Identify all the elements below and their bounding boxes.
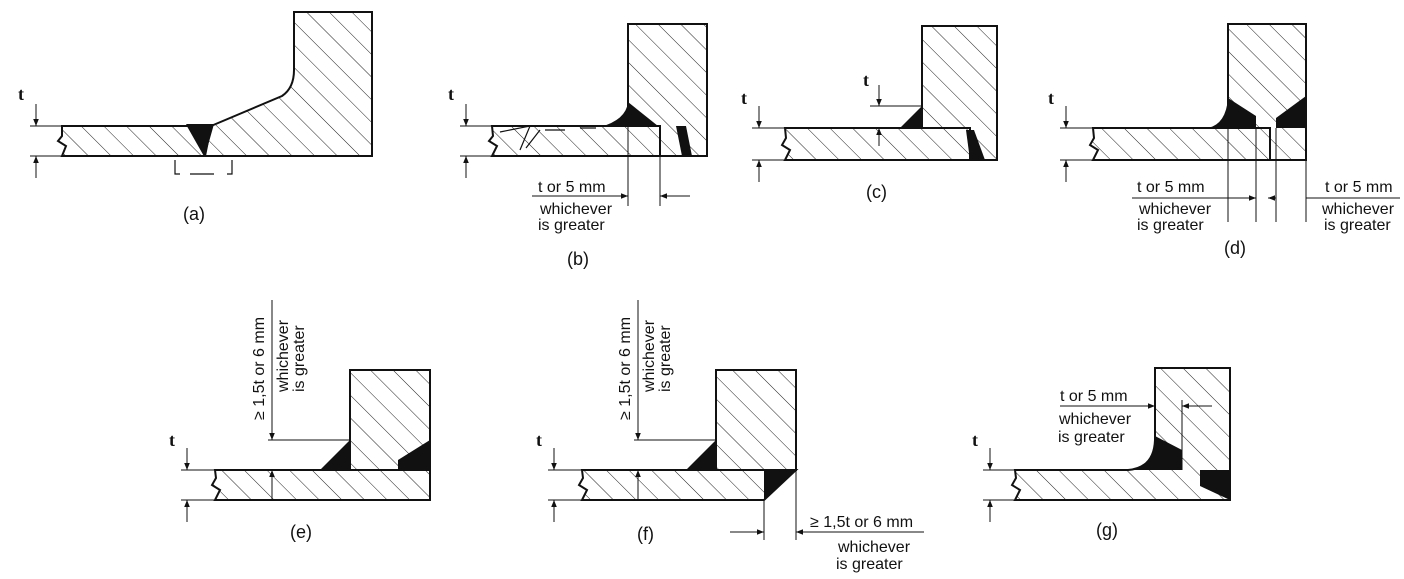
caption-d: (d) xyxy=(1224,238,1246,258)
dim-e-v-2: whichever xyxy=(275,319,292,393)
dim-f-v-3: is greater xyxy=(657,325,674,392)
dim-d-left-top: t or 5 mm xyxy=(1137,179,1205,196)
dim-f-v-1: ≥ 1,5t or 6 mm xyxy=(617,317,634,420)
dim-g-mid: whichever xyxy=(1058,411,1132,428)
dim-f-v-2: whichever xyxy=(641,319,658,393)
plate-d xyxy=(1088,127,1271,161)
fillet-weld-e-left xyxy=(320,440,350,470)
detail-a: t (a) xyxy=(18,11,373,224)
back-weld-b xyxy=(676,126,692,156)
fillet-weld-e-right xyxy=(398,440,430,470)
detail-g: t or 5 mm whichever is greater t (g) xyxy=(972,367,1231,540)
t-label-c: t xyxy=(741,88,747,108)
dim-d-right-top: t or 5 mm xyxy=(1325,179,1393,196)
dim-d-right-bot: is greater xyxy=(1324,217,1391,234)
dim-d-right-mid: whichever xyxy=(1321,201,1395,218)
t-label-g: t xyxy=(972,430,978,450)
caption-f: (f) xyxy=(637,524,654,544)
dim-d-left-bot: is greater xyxy=(1137,217,1204,234)
t-label-d: t xyxy=(1048,88,1054,108)
back-weld-c xyxy=(966,130,985,160)
dim-g-top: t or 5 mm xyxy=(1060,388,1128,405)
plate-f xyxy=(577,469,799,501)
detail-b: t t or 5 mm whichever is greater (b) xyxy=(448,23,708,269)
t-label-a: t xyxy=(18,84,24,104)
detail-c: t t (c) xyxy=(741,25,998,202)
dim-f-h-1: ≥ 1,5t or 6 mm xyxy=(810,514,913,531)
t-label-f: t xyxy=(536,430,542,450)
dim-b-top: t or 5 mm xyxy=(538,179,606,196)
fillet-weld-f xyxy=(686,440,716,470)
corner-weld-f xyxy=(764,470,796,500)
fillet-weld-c xyxy=(900,106,922,128)
detail-d: t t or 5 mm whichever is greater t or 5 … xyxy=(1048,23,1400,258)
plate-b xyxy=(487,125,661,157)
fillet-weld-g xyxy=(1132,436,1182,470)
dim-e-v-3: is greater xyxy=(291,325,308,392)
detail-f: ≥ 1,5t or 6 mm whichever is greater t ≥ … xyxy=(536,300,924,573)
t-label-b: t xyxy=(448,84,454,104)
detail-e: ≥ 1,5t or 6 mm whichever is greater t (e… xyxy=(169,300,431,542)
fillet-weld-d-right xyxy=(1276,96,1306,128)
caption-g: (g) xyxy=(1096,520,1118,540)
plate-c xyxy=(780,127,971,161)
fillet-weld-d-left xyxy=(1208,98,1256,128)
dim-f-h-3: is greater xyxy=(836,556,903,573)
dim-b-bot: is greater xyxy=(538,217,605,234)
vertical-plate-f xyxy=(715,369,797,471)
plate-e xyxy=(210,469,431,501)
dim-f-h-2: whichever xyxy=(837,539,911,556)
t-label-e: t xyxy=(169,430,175,450)
dim-g-bot: is greater xyxy=(1058,429,1125,446)
caption-c: (c) xyxy=(866,182,887,202)
bent-plate-a xyxy=(203,11,373,157)
fillet-weld-b xyxy=(600,102,658,127)
t-label-c-weld: t xyxy=(863,70,869,90)
caption-a: (a) xyxy=(183,204,205,224)
dim-e-v-1: ≥ 1,5t or 6 mm xyxy=(251,317,268,420)
butt-weld-a xyxy=(186,124,214,156)
dim-d-left-mid: whichever xyxy=(1138,201,1212,218)
corner-weld-g xyxy=(1200,470,1230,500)
caption-b: (b) xyxy=(567,249,589,269)
dim-b-mid: whichever xyxy=(539,201,613,218)
plate-a xyxy=(56,125,207,157)
caption-e: (e) xyxy=(290,522,312,542)
